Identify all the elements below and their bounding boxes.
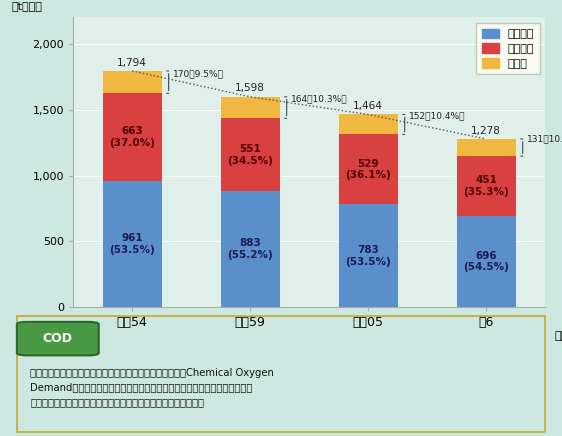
Bar [220,191,279,307]
Text: 1,598: 1,598 [235,83,265,93]
Bar [338,134,398,204]
Bar [338,114,398,134]
Text: 1,278: 1,278 [471,126,501,136]
Text: 1,794: 1,794 [117,58,147,68]
Text: 696
(54.5%): 696 (54.5%) [463,251,509,272]
Text: 152（10.4%）: 152（10.4%） [409,112,466,120]
Text: 783
(53.5%): 783 (53.5%) [345,245,391,266]
Text: 451
(35.3%): 451 (35.3%) [463,175,509,197]
Bar [456,156,516,216]
Text: 529
(36.1%): 529 (36.1%) [345,159,391,180]
Legend: 生活排水, 産業排水, その他: 生活排水, 産業排水, その他 [477,23,540,74]
Text: 164（10.3%）: 164（10.3%） [291,95,348,104]
Text: （年度）: （年度） [555,330,562,341]
Bar [456,216,516,307]
Bar [220,97,279,119]
Bar [102,93,162,181]
Bar [456,139,516,156]
Text: 170（9.5%）: 170（9.5%） [173,69,224,78]
FancyBboxPatch shape [17,322,99,355]
Text: 883
(55.2%): 883 (55.2%) [227,238,273,260]
Bar [102,71,162,93]
Text: COD: COD [43,332,73,345]
Bar [102,181,162,307]
Text: 663
(37.0%): 663 (37.0%) [109,126,155,148]
Text: 1,464: 1,464 [353,101,383,111]
Text: 131（10.2%）: 131（10.2%） [527,135,562,143]
Text: 水質汚濁の度合いを表す数値の一つ。化学的酸素要求量（Chemical Oxygen
Demand）の略。水中の様々な物質を強制的に化学分解する際に消費される
酸: 水質汚濁の度合いを表す数値の一つ。化学的酸素要求量（Chemical Oxyge… [30,368,274,407]
Bar [338,204,398,307]
Bar [220,119,279,191]
Text: 961
(53.5%): 961 (53.5%) [109,233,155,255]
Text: （t／日）: （t／日） [12,2,43,12]
Text: 551
(34.5%): 551 (34.5%) [227,144,273,166]
